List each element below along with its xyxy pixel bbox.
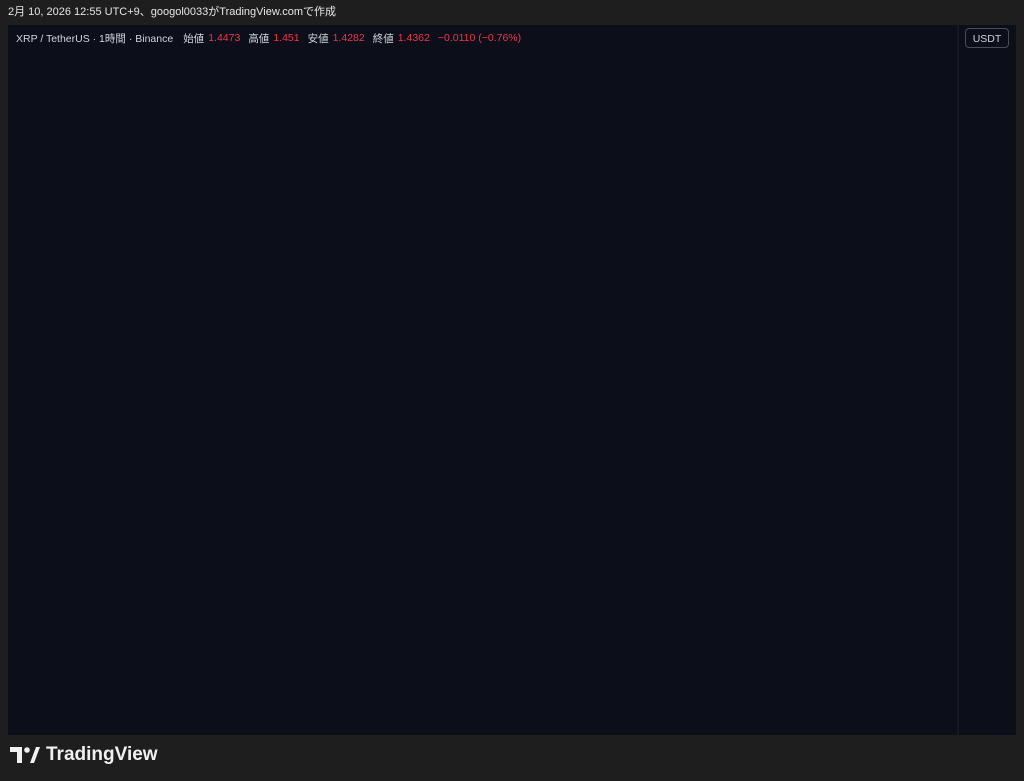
currency-button[interactable]: USDT: [965, 28, 1009, 48]
open-value: 1.4473: [208, 32, 241, 44]
brand-name: TradingView: [46, 744, 158, 765]
high-label: 高値: [248, 32, 270, 45]
low-label: 安値: [307, 32, 329, 45]
open-label: 始値: [183, 32, 205, 45]
logo-icon: [10, 747, 40, 763]
chart-panel: [8, 25, 1016, 735]
attribution: 2月 10, 2026 12:55 UTC+9、googol0033がTradi…: [8, 6, 337, 18]
change: −0.0110 (−0.76%): [437, 32, 522, 44]
brand-logo: TradingView: [10, 744, 158, 766]
close-label: 終値: [372, 32, 394, 45]
symbol: XRP / TetherUS · 1時間 · Binance: [16, 32, 174, 45]
legend-header: XRP / TetherUS · 1時間 · Binance 始値 1.4473 …: [16, 30, 521, 46]
top-bar: 2月 10, 2026 12:55 UTC+9、googol0033がTradi…: [0, 0, 1024, 25]
low-value: 1.4282: [332, 32, 365, 44]
high-value: 1.451: [273, 32, 300, 44]
close-value: 1.4362: [397, 32, 430, 44]
